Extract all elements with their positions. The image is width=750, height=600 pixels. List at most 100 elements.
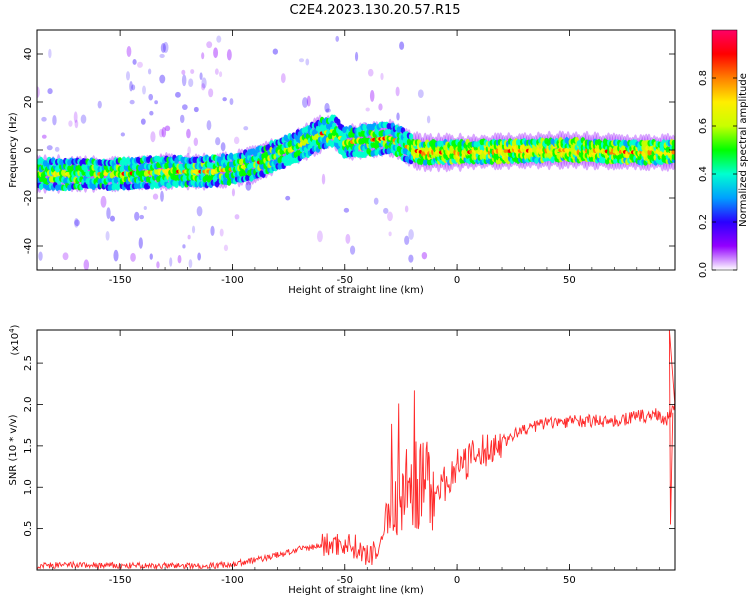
spectrogram-noise-cell <box>109 215 115 222</box>
snr-y-axis-label: SNR (10 * v/v) <box>8 414 19 485</box>
x-tick-label: -150 <box>109 275 132 286</box>
spectrogram-noise-cell <box>421 251 428 260</box>
spectrogram-noise-cell <box>154 100 158 105</box>
x-tick-label: -50 <box>337 275 353 286</box>
snr-series-line <box>37 330 675 570</box>
spectrogram-noise-cell <box>186 128 191 139</box>
spectrogram-noise-cell <box>388 231 392 237</box>
spectrogram-noise-cell <box>132 58 137 65</box>
spectrogram-noise-cell <box>48 48 52 59</box>
spectrogram-noise-cell <box>302 97 308 108</box>
spectrogram-noise-cell <box>210 225 215 237</box>
spectrogram-noise-cell <box>373 197 379 205</box>
spectrogram-noise-cell <box>222 97 227 102</box>
spectrogram-noise-cell <box>234 214 240 220</box>
spectrogram-ridge-cell <box>336 118 341 126</box>
spectrogram-noise-cell <box>138 237 143 249</box>
y-tick-label: 20 <box>23 96 34 109</box>
snr-scale-base: (x10 <box>10 333 21 356</box>
spectrogram-noise-cell <box>201 83 206 91</box>
colorbar-tick-label: 0.8 <box>698 70 709 86</box>
spectrogram-noise-cell <box>177 255 182 264</box>
spectrogram-noise-cell <box>143 205 147 210</box>
spectrogram-noise-cell <box>191 225 196 234</box>
spectrogram-noise-cell <box>126 45 132 58</box>
spectrogram-noise-cell <box>80 114 87 124</box>
spectrogram-noise-cell <box>345 233 351 244</box>
spectrogram-x-axis-label: Height of straight line (km) <box>288 285 424 296</box>
spectrogram-noise-cell <box>74 219 80 227</box>
spectrogram-noise-cell <box>68 120 73 127</box>
snr-plot-frame <box>36 329 676 571</box>
spectrogram-noise-cell <box>305 58 310 66</box>
spectrogram-noise-cell <box>129 81 133 92</box>
spectrogram-noise-cell <box>149 253 153 260</box>
spectrogram-marks <box>37 35 675 270</box>
spectrogram-noise-cell <box>417 89 424 98</box>
x-tick-label: -150 <box>109 575 132 586</box>
spectrogram-noise-cell <box>62 252 69 261</box>
spectrogram-noise-cell <box>193 137 199 147</box>
y-tick-label: 0.5 <box>23 521 34 537</box>
spectrogram-noise-cell <box>131 84 136 91</box>
spectrogram-noise-cell <box>188 259 193 269</box>
spectrogram-noise-cell <box>160 190 164 202</box>
spectrogram-panel: -150 -100 -50 0 50 -40 -20 0 20 40 Height of stra… <box>8 29 676 296</box>
x-tick-label: 50 <box>563 575 576 586</box>
spectrogram-noise-cell <box>245 181 252 191</box>
spectrogram-noise-cell <box>285 195 291 201</box>
colorbar-gradient <box>711 29 738 271</box>
spectrogram-y-axis-label: Frequency (Hz) <box>8 112 19 188</box>
spectrogram-noise-cell <box>280 73 286 84</box>
y-tick-label: -20 <box>23 190 34 206</box>
spectrogram-noise-cell <box>175 91 181 98</box>
chart-title: C2E4.2023.130.20.57.R15 <box>289 3 460 18</box>
spectrogram-noise-cell <box>129 99 135 105</box>
spectrogram-noise-cell <box>396 112 400 121</box>
spectrogram-noise-cell <box>83 259 90 270</box>
spectrogram-noise-cell <box>73 111 78 123</box>
spectrogram-noise-cell <box>233 136 240 145</box>
snr-scale-close: ) <box>10 324 21 328</box>
spectrogram-noise-cell <box>97 100 102 109</box>
spectrogram-noise-cell <box>162 41 169 53</box>
x-tick-label: -100 <box>221 575 244 586</box>
spectrogram-noise-cell <box>219 71 223 78</box>
y-tick-label: 1.5 <box>23 438 34 454</box>
snr-axes: -150 -100 -50 0 50 0.5 1.0 1.5 2.0 2.5 <box>23 330 675 586</box>
spectrogram-noise-cell <box>426 115 431 124</box>
spectrogram-noise-cell <box>159 74 166 84</box>
spectrogram-noise-cell <box>321 173 326 185</box>
spectrogram-noise-cell <box>130 252 136 262</box>
x-tick-label: 50 <box>563 275 576 286</box>
colorbar-tick-label: 0.0 <box>698 262 709 278</box>
spectrogram-noise-cell <box>380 72 384 81</box>
spectrogram-noise-cell <box>387 211 393 222</box>
spectrogram-noise-cell <box>220 142 226 152</box>
spectrogram-noise-cell <box>196 206 203 217</box>
spectrogram-noise-cell <box>190 69 195 75</box>
spectrogram-noise-cell <box>208 88 214 98</box>
spectrogram-noise-cell <box>335 35 340 42</box>
colorbar-tick-label: 0.2 <box>698 214 709 230</box>
spectrogram-noise-cell <box>324 102 330 113</box>
spectrogram-noise-cell <box>231 188 235 197</box>
y-tick-label: 1.0 <box>23 479 34 495</box>
spectrogram-noise-cell <box>182 244 186 249</box>
spectrogram-noise-cell <box>105 231 110 241</box>
spectrogram-noise-cell <box>169 257 173 267</box>
colorbar-label: Normalized spectral amplitude <box>738 73 749 227</box>
spectrogram-noise-cell <box>404 205 409 213</box>
y-tick-label: 2.0 <box>23 397 34 413</box>
spectrogram-noise-cell <box>226 49 232 61</box>
snr-x-axis-label: Height of straight line (km) <box>288 585 424 596</box>
colorbar-tick-label: 0.4 <box>698 166 709 182</box>
spectrogram-noise-cell <box>243 126 249 131</box>
spectrogram-noise-cell <box>38 251 43 261</box>
spectrogram-noise-cell <box>187 146 191 155</box>
spectrogram-noise-cell <box>215 137 221 146</box>
spectrogram-noise-cell <box>46 145 53 151</box>
spectrogram-noise-cell <box>139 214 145 220</box>
spectrogram-noise-cell <box>73 218 79 228</box>
